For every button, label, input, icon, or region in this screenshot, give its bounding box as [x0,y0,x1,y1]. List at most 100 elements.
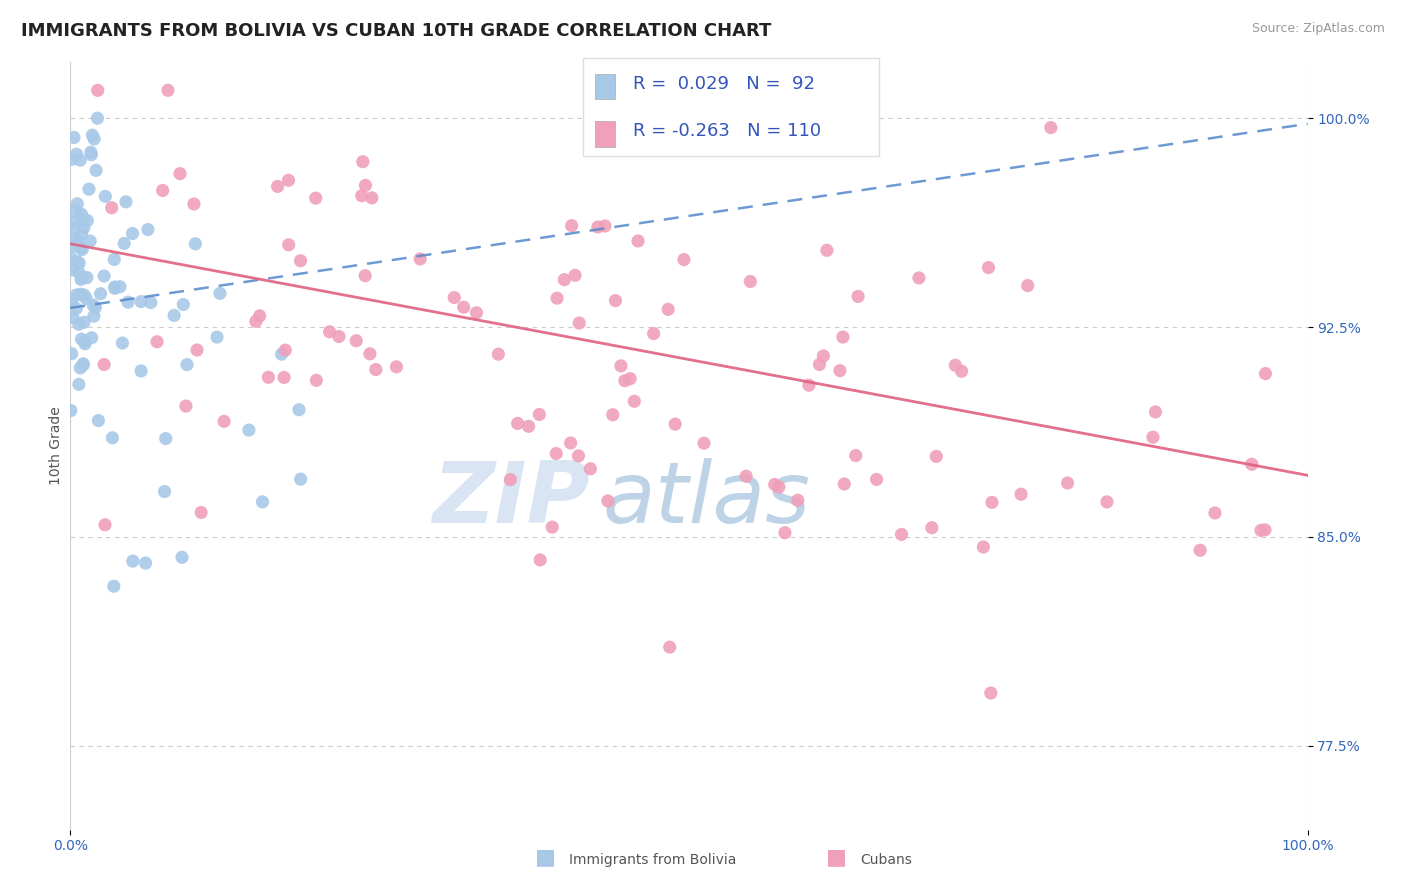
Point [82,128,104,143]
Point [813,349,835,363]
Point [832,477,855,491]
Point [950,364,973,378]
Point [76,270,98,285]
Point [89,286,111,301]
Point [773,525,796,540]
Point [605,293,627,308]
Point [553,273,575,287]
Point [129,294,152,309]
Point [176,358,198,372]
Point [529,553,551,567]
Point [212,414,235,428]
Point [274,343,297,358]
Point [1095,495,1118,509]
Point [360,191,382,205]
Point [65,288,87,302]
Point [79,234,101,248]
Point [80,331,103,345]
Point [69,287,91,301]
Point [60,215,83,229]
Point [465,306,488,320]
Point [832,330,855,344]
Point [568,316,591,330]
Point [546,446,568,460]
Point [69,361,91,376]
Point [305,191,328,205]
Point [76,213,98,227]
Point [205,330,228,344]
Point [83,132,105,146]
Point [318,325,340,339]
Point [72,211,94,226]
Point [60,263,83,277]
Point [103,579,125,593]
Point [70,243,93,257]
Text: IMMIGRANTS FROM BOLIVIA VS CUBAN 10TH GRADE CORRELATION CHART: IMMIGRANTS FROM BOLIVIA VS CUBAN 10TH GR… [21,22,772,40]
Point [1017,278,1039,293]
Point [72,357,94,371]
Point [977,260,1000,275]
Point [101,431,124,445]
Point [305,373,328,387]
Point [63,221,86,235]
Point [541,520,564,534]
Point [786,493,808,508]
Point [619,371,641,385]
Point [63,130,86,145]
Point [70,272,93,286]
Point [664,417,686,431]
Point [623,394,645,409]
Point [121,554,143,568]
Point [87,83,110,97]
Point [65,301,87,316]
Point [613,374,636,388]
Point [602,408,624,422]
Point [172,297,194,311]
Point [121,227,143,241]
Point [453,300,475,314]
Point [86,112,108,126]
Point [499,473,522,487]
Point [546,291,568,305]
Point [354,178,377,193]
Point [73,288,96,302]
Point [72,270,94,285]
Point [136,222,159,236]
Point [1254,367,1277,381]
Point [567,449,589,463]
Point [70,227,93,241]
Point [409,252,432,266]
Point [344,334,367,348]
Point [517,419,540,434]
Point [288,402,311,417]
Point [350,188,373,202]
Point [63,238,86,252]
Point [63,232,86,246]
Point [169,167,191,181]
Point [73,334,96,348]
Point [560,436,582,450]
Point [1240,457,1263,471]
Point [67,266,90,280]
Point [561,219,583,233]
Point [84,301,107,315]
Point [67,235,90,250]
Point [163,309,186,323]
Point [155,432,177,446]
Point [845,449,868,463]
Point [252,495,274,509]
Point [66,196,89,211]
Point [59,403,82,417]
Point [69,153,91,168]
Point [290,253,312,268]
Point [59,251,82,265]
Point [67,256,90,270]
Point [72,358,94,372]
Point [62,310,84,325]
Point [506,417,529,431]
Point [94,517,117,532]
Text: atlas: atlas [602,458,810,541]
Point [908,271,931,285]
Point [768,480,790,494]
Point [249,309,271,323]
